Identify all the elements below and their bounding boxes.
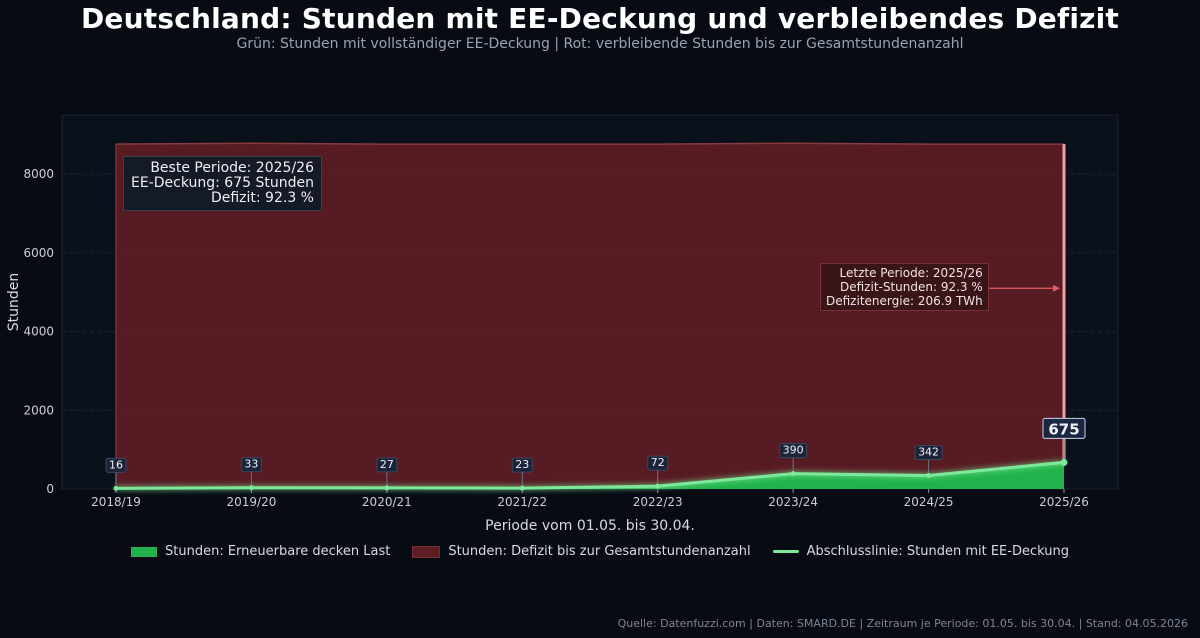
x-tick-label: 2025/26 [1039,495,1089,509]
point-value-label: 342 [918,446,939,459]
legend-label-line: Abschlusslinie: Stunden mit EE-Deckung [806,544,1069,559]
point-value-label: 675 [1048,420,1079,438]
x-tick-label: 2019/20 [226,495,276,509]
x-axis-label: Periode vom 01.05. bis 30.04. [485,518,695,534]
data-point [519,485,525,491]
data-point [926,473,932,479]
arrow-head [1053,284,1060,292]
x-tick-label: 2021/22 [497,495,547,509]
point-label-box [240,457,262,473]
deficit-area [116,143,1064,489]
point-value-label: 16 [109,458,123,471]
deficit-top-edge [115,142,1064,145]
x-tick-label: 2022/23 [633,495,683,509]
y-tick-label: 6000 [23,246,54,260]
legend: Stunden: Erneuerbare decken Last Stunden… [0,544,1200,559]
data-points: 16 33 27 23 72 390 342 675 [105,417,1086,491]
latest-arrow [985,284,1060,292]
latest-period-line-1: Letzte Periode: 2025/26 [839,266,983,280]
legend-label-red: Stunden: Defizit bis zur Gesamtstundenan… [448,544,751,559]
latest-period-annotation: Letzte Periode: 2025/26 Defizit-Stunden:… [820,263,989,311]
legend-swatch-red [412,545,441,558]
legend-item-red: Stunden: Defizit bis zur Gesamtstundenan… [412,544,751,559]
legend-item-green: Stunden: Erneuerbare decken Last [131,544,390,559]
best-period-line-1: Beste Periode: 2025/26 [150,160,314,176]
y-tick-label: 0 [46,482,54,496]
ee-closing-line [115,460,1065,490]
y-tick-label: 8000 [23,167,54,181]
point-value-label: 390 [783,444,804,457]
legend-label-green: Stunden: Erneuerbare decken Last [165,544,391,559]
point-label-box [647,455,669,471]
point-value-label: 23 [515,458,529,471]
best-period-line-2: EE-Deckung: 675 Stunden [131,175,314,191]
point-value-label: 27 [380,458,394,471]
latest-period-line-3: Defizitenergie: 206.9 TWh [826,294,983,308]
area-series [115,142,1066,490]
data-point [1060,458,1068,466]
point-label-box [376,457,398,473]
ee-coverage-area [116,462,1064,489]
y-axis-label: Stunden [6,273,22,332]
point-value-label: 33 [244,458,258,471]
latest-period-line-2: Defizit-Stunden: 92.3 % [840,280,983,294]
x-tick-label: 2023/24 [768,495,818,509]
x-tick-label: 2020/21 [362,495,412,509]
data-point [248,485,254,491]
chart-title: Deutschland: Stunden mit EE-Deckung und … [80,2,1120,35]
point-label-box [779,443,808,459]
legend-swatch-line [772,550,799,553]
x-tick-labels: 2018/19 2019/20 2020/21 2021/22 2022/23 2023/… [91,489,1089,509]
y-tick-label: 2000 [23,403,54,417]
data-point [384,485,390,491]
data-point [113,485,119,491]
point-label-box [511,457,533,473]
point-label-box [105,457,127,473]
x-tick-label: 2018/19 [91,495,141,509]
point-label-box [914,445,943,461]
y-tick-label: 4000 [23,325,54,339]
best-period-annotation: Beste Periode: 2025/26 EE-Deckung: 675 S… [123,156,322,211]
data-point [790,471,796,477]
y-tick-labels: 0 2000 4000 6000 8000 [23,167,54,496]
legend-swatch-green [131,546,158,557]
x-tick-label: 2024/25 [904,495,954,509]
point-label-box [1042,417,1086,439]
source-note: Quelle: Datenfuzzi.com | Daten: SMARD.DE… [617,617,1188,630]
legend-item-line: Abschlusslinie: Stunden mit EE-Deckung [772,544,1069,559]
point-value-label: 72 [651,456,665,469]
chart-subtitle: Grün: Stunden mit vollständiger EE-Decku… [236,36,964,52]
best-period-line-3: Defizit: 92.3 % [210,190,314,206]
data-point [655,483,661,489]
